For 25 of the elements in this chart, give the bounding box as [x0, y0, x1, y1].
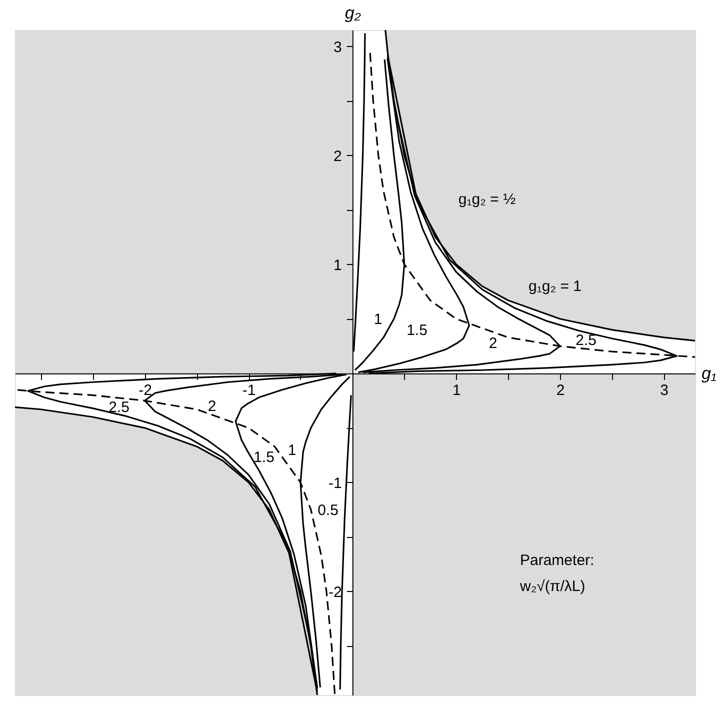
x-tick-label: 3: [660, 382, 669, 399]
y-tick-label: -1: [328, 474, 342, 492]
annotation: 1.5: [254, 449, 274, 466]
x-tick-label: -2: [138, 382, 152, 399]
x-tick-label: -1: [242, 382, 256, 399]
annotation: 1.5: [406, 322, 428, 339]
annotation: 1: [288, 442, 296, 459]
annotation: 2: [488, 335, 498, 352]
y-axis-title: g₂: [344, 4, 362, 22]
annotation: Parameter:: [520, 552, 594, 569]
annotation: 2.5: [576, 332, 596, 349]
y-tick-label: 1: [334, 256, 342, 274]
x-tick-label: 1: [452, 382, 461, 399]
y-tick-label: 3: [334, 38, 342, 56]
annotation: 0.5: [318, 502, 338, 519]
annotation: 2: [208, 398, 216, 415]
annotation: g₁g₂ = ½: [458, 191, 516, 208]
annotation: g₁g₂ = 1: [528, 278, 582, 295]
x-axis-title: g₁: [702, 364, 716, 383]
annotation: w₂√(π/λL): [519, 578, 586, 595]
annotation: 2.5: [108, 399, 130, 416]
y-tick-label: -2: [328, 584, 342, 601]
x-tick-label: 2: [556, 382, 565, 399]
annotation: 1: [374, 311, 382, 328]
y-tick-label: 2: [334, 148, 342, 165]
